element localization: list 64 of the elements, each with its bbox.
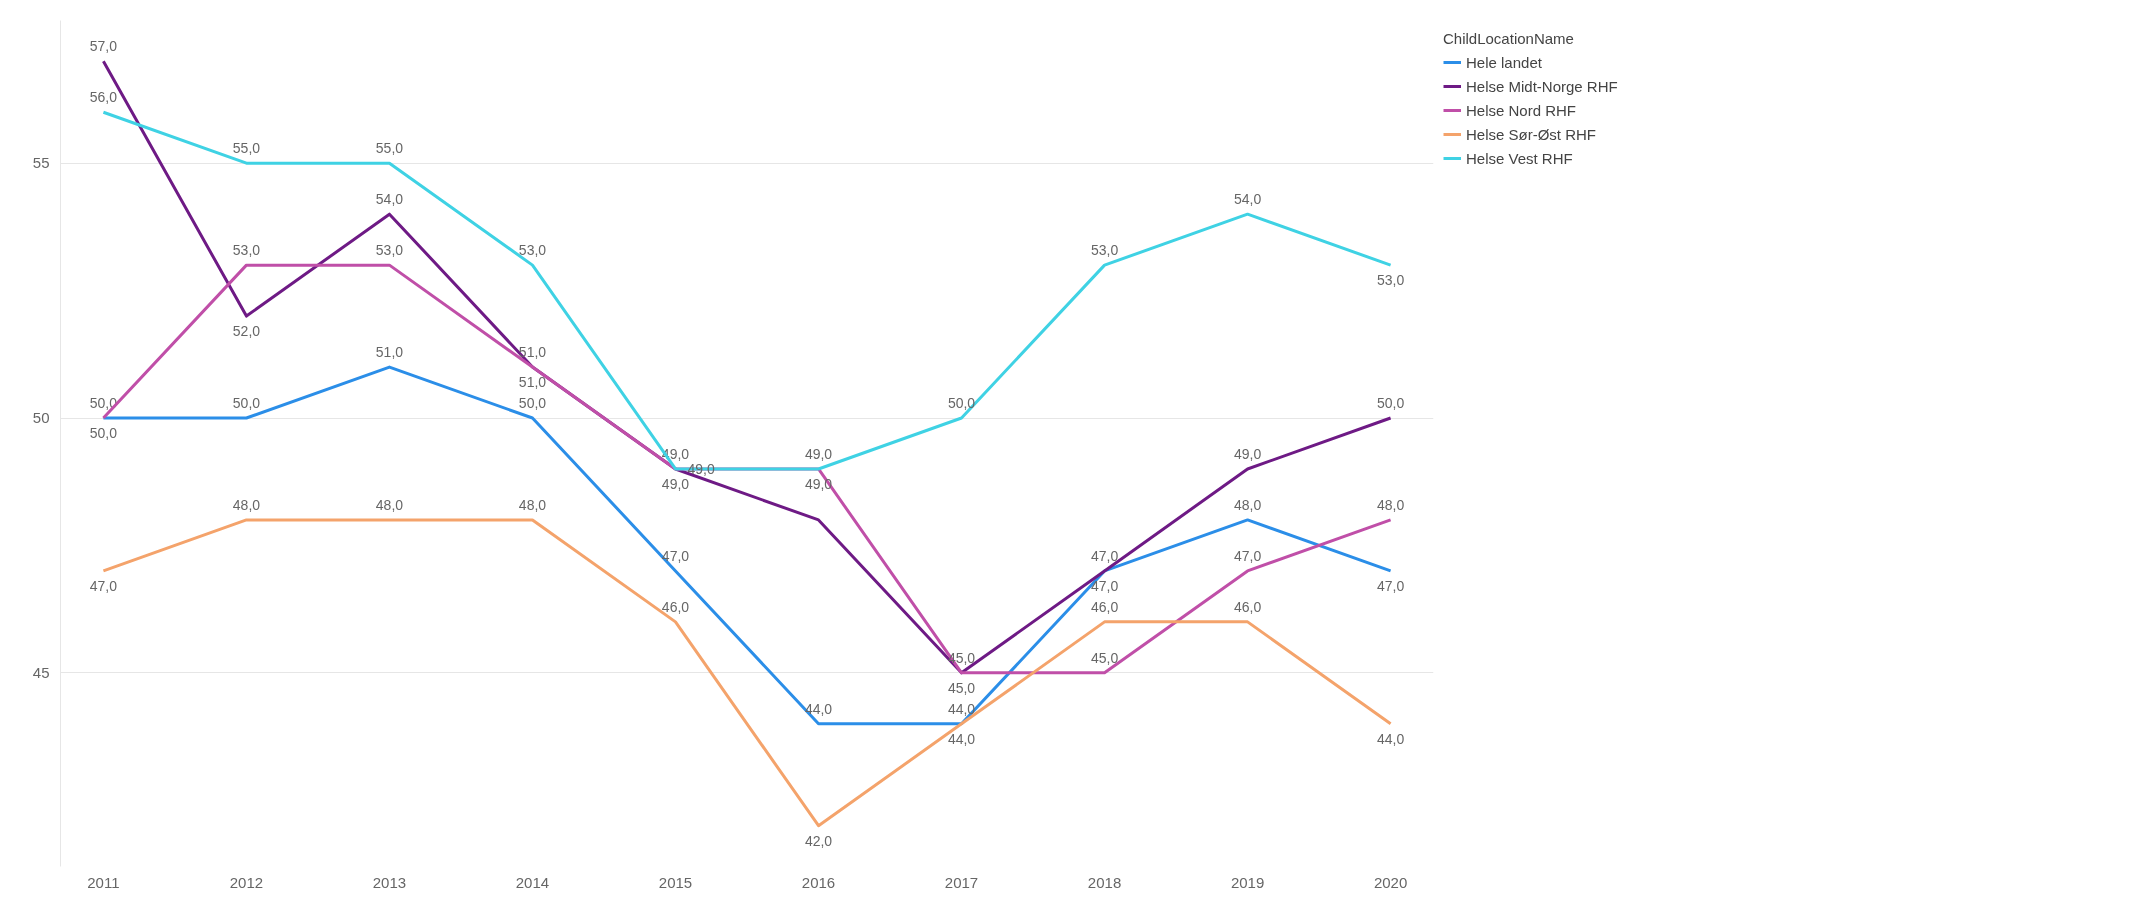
- data-label: 46,0: [1090, 598, 1119, 615]
- data-label: 53,0: [232, 242, 261, 259]
- data-label: 49,0: [804, 445, 833, 462]
- data-label: 47,0: [89, 577, 118, 594]
- x-tick-label: 2020: [1373, 873, 1408, 891]
- data-label: 48,0: [1233, 496, 1262, 513]
- data-label: 44,0: [947, 730, 976, 747]
- data-label: 53,0: [375, 242, 404, 259]
- data-label: 44,0: [804, 700, 833, 717]
- data-label: 44,0: [1376, 730, 1405, 747]
- x-tick-label: 2017: [944, 873, 979, 891]
- legend-label: Helse Nord RHF: [1466, 101, 1577, 119]
- data-label: 48,0: [375, 496, 404, 513]
- legend-label: Hele landet: [1466, 53, 1542, 71]
- data-label: 51,0: [518, 344, 547, 361]
- data-label: 50,0: [518, 395, 547, 412]
- data-label: 47,0: [661, 547, 690, 564]
- legend-title: ChildLocationName: [1443, 30, 1575, 47]
- data-label: 45,0: [947, 679, 976, 696]
- data-label: 54,0: [375, 191, 404, 208]
- data-label: 56,0: [89, 89, 118, 106]
- data-label: 51,0: [518, 374, 547, 391]
- data-label: 51,0: [375, 344, 404, 361]
- legend-label: Helse Sør-Øst RHF: [1466, 125, 1597, 143]
- data-label: 55,0: [375, 140, 404, 157]
- y-tick-label: 45: [32, 663, 50, 681]
- data-label: 50,0: [947, 395, 976, 412]
- data-label: 44,0: [947, 700, 976, 717]
- data-label: 47,0: [1090, 577, 1119, 594]
- data-label: 45,0: [1090, 649, 1119, 666]
- data-label: 50,0: [232, 395, 261, 412]
- data-label: 52,0: [232, 323, 261, 340]
- y-tick-label: 55: [32, 154, 50, 172]
- data-label: 42,0: [804, 832, 833, 849]
- x-tick-label: 2013: [372, 873, 407, 891]
- data-label: 49,0: [661, 475, 690, 492]
- data-label: 47,0: [1233, 547, 1262, 564]
- data-label: 53,0: [1376, 272, 1405, 289]
- x-tick-label: 2016: [801, 873, 836, 891]
- data-label: 48,0: [518, 496, 547, 513]
- data-label: 53,0: [518, 242, 547, 259]
- data-label: 49,0: [1233, 445, 1262, 462]
- x-tick-label: 2019: [1230, 873, 1265, 891]
- x-tick-label: 2012: [229, 873, 264, 891]
- data-label: 49,0: [687, 460, 715, 477]
- data-label: 46,0: [661, 598, 690, 615]
- x-tick-label: 2011: [87, 873, 120, 891]
- data-label: 57,0: [89, 38, 118, 55]
- x-tick-label: 2015: [658, 873, 693, 891]
- legend-label: Helse Midt-Norge RHF: [1466, 77, 1618, 95]
- legend-label: Helse Vest RHF: [1466, 149, 1573, 167]
- y-tick-label: 50: [32, 409, 50, 427]
- data-label: 50,0: [1376, 395, 1405, 412]
- data-label: 54,0: [1233, 191, 1262, 208]
- data-label: 46,0: [1233, 598, 1262, 615]
- x-tick-label: 2018: [1087, 873, 1122, 891]
- data-label: 55,0: [232, 140, 261, 157]
- data-label: 48,0: [1376, 496, 1405, 513]
- data-label: 53,0: [1090, 242, 1119, 259]
- data-label: 47,0: [1376, 577, 1405, 594]
- data-label: 48,0: [232, 496, 261, 513]
- x-tick-label: 2014: [515, 873, 550, 891]
- data-label: 50,0: [89, 425, 118, 442]
- data-label: 47,0: [1090, 547, 1119, 564]
